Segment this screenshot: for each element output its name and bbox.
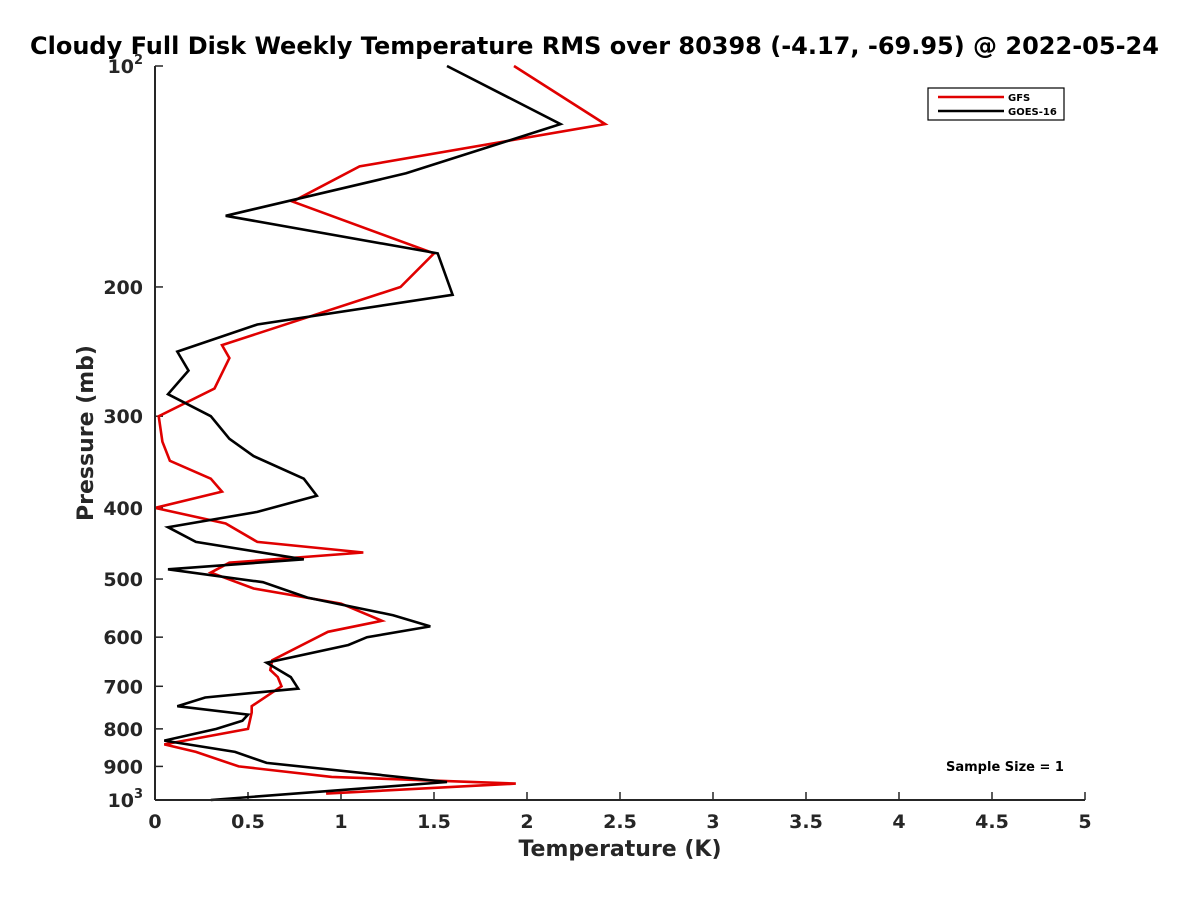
x-tick-label: 0.5 (231, 811, 265, 833)
y-tick-label: 600 (103, 627, 143, 649)
y-tick-label: 103 (108, 787, 144, 812)
x-tick-label: 3.5 (789, 811, 823, 833)
y-tick-label: 800 (103, 719, 143, 741)
x-tick-label: 2.5 (603, 811, 637, 833)
legend-label-gfs: GFS (1008, 93, 1030, 104)
x-tick-label: 1 (334, 811, 347, 833)
x-tick-label: 0 (148, 811, 161, 833)
legend-box (927, 87, 1065, 121)
chart-title: Cloudy Full Disk Weekly Temperature RMS … (30, 32, 1159, 60)
x-tick-label: 1.5 (417, 811, 451, 833)
y-tick-label: 500 (103, 569, 143, 591)
x-tick-label: 3 (706, 811, 719, 833)
y-tick-label: 102 (108, 53, 144, 78)
x-axis-label: Temperature (K) (518, 837, 721, 862)
legend: GFS GOES-16 (927, 87, 1065, 121)
y-axis-label: Pressure (mb) (74, 345, 99, 521)
series-line-gfs (154, 64, 609, 795)
y-tick-label: 200 (103, 277, 143, 299)
series-line-goes16 (164, 64, 564, 802)
x-tick-label: 4 (892, 811, 905, 833)
legend-label-goes16: GOES-16 (1008, 107, 1057, 118)
y-tick-label: 300 (103, 406, 143, 428)
y-tick-label: 900 (103, 756, 143, 778)
x-tick-label: 2 (520, 811, 533, 833)
y-tick-label: 700 (103, 676, 143, 698)
x-tick-label: 5 (1078, 811, 1091, 833)
sample-size-annotation: Sample Size = 1 (946, 760, 1064, 775)
x-tick-label: 4.5 (975, 811, 1009, 833)
y-tick-label: 400 (103, 498, 143, 520)
